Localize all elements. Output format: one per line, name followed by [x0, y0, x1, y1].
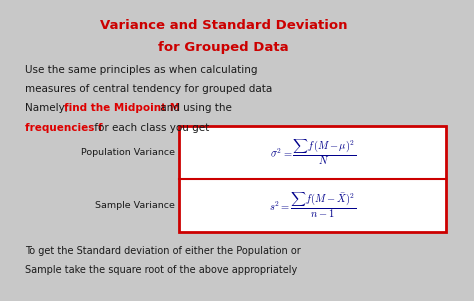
Text: $\sigma^2 = \dfrac{\sum f(M-\mu)^2}{N}$: $\sigma^2 = \dfrac{\sum f(M-\mu)^2}{N}$ [270, 137, 356, 167]
Text: find the Midpoint M: find the Midpoint M [64, 104, 180, 113]
Bar [14, 240, 460, 289]
Text: Variance and Standard Deviation: Variance and Standard Deviation [100, 19, 347, 32]
Bar [179, 126, 447, 232]
Text: and using the: and using the [157, 104, 232, 113]
Text: Population Variance: Population Variance [81, 148, 174, 157]
Text: Namely,: Namely, [25, 104, 72, 113]
Text: To get the Standard deviation of either the Population or: To get the Standard deviation of either … [25, 246, 301, 256]
Text: Sample take the square root of the above appropriately: Sample take the square root of the above… [25, 265, 298, 275]
Text: Sample Variance: Sample Variance [95, 201, 174, 210]
Text: for Grouped Data: for Grouped Data [158, 41, 289, 54]
Text: Use the same principles as when calculating: Use the same principles as when calculat… [25, 65, 258, 75]
Text: measures of central tendency for grouped data: measures of central tendency for grouped… [25, 84, 273, 94]
Text: for each class you get: for each class you get [91, 123, 210, 133]
Text: $s^2 = \dfrac{\sum f(M-\bar{X})^2}{n-1}$: $s^2 = \dfrac{\sum f(M-\bar{X})^2}{n-1}$ [269, 191, 356, 220]
Text: frequencies f: frequencies f [25, 123, 103, 133]
